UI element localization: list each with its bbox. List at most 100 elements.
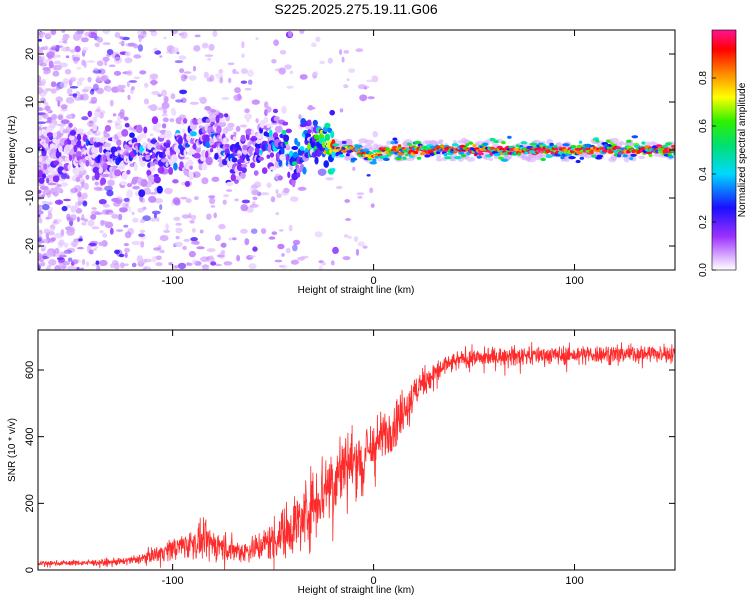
- spectrogram-cell: [46, 251, 55, 257]
- spectrogram-cell: [269, 157, 277, 163]
- spectrogram-cell: [540, 157, 546, 162]
- colorbar-ticks: 0.0 0.2 0.4 0.6 0.8: [698, 71, 716, 277]
- spectrogram-cell: [114, 151, 119, 156]
- spectrogram-cell: [104, 124, 111, 132]
- spectrogram-cell: [70, 214, 77, 221]
- spectrogram-cell: [324, 136, 330, 141]
- spectrogram-cell: [332, 143, 340, 147]
- spectrogram-cell: [42, 189, 51, 196]
- spectrogram-cell: [50, 81, 57, 88]
- spectrogram-cell: [235, 125, 241, 132]
- spectrogram-cell: [436, 154, 442, 159]
- spectrogram-cell: [124, 122, 130, 128]
- spectrogram-cell: [549, 142, 554, 146]
- spectrogram-cell: [161, 113, 168, 117]
- spectrogram-cell: [189, 220, 195, 224]
- spectrogram-cell: [307, 129, 312, 134]
- spectrogram-cell: [281, 105, 287, 114]
- spectrogram-cell: [50, 47, 58, 51]
- spectrogram-cell: [244, 87, 252, 91]
- spectrogram-cell: [48, 259, 57, 266]
- spectrogram-cell: [205, 156, 213, 166]
- colorbar-label: Normalized spectral amplitude: [737, 82, 748, 217]
- spectrogram-cell: [155, 255, 162, 261]
- spectrogram-cell: [69, 187, 76, 195]
- spectrogram-cell: [123, 116, 129, 121]
- spectrogram-cell: [292, 239, 301, 245]
- spectrogram-cell: [104, 185, 113, 192]
- spectrogram-cell: [43, 163, 48, 170]
- spectrogram-cell: [149, 73, 159, 79]
- spectrogram-cell: [128, 126, 133, 131]
- spectrogram-cell: [59, 251, 66, 256]
- spectrogram-cell: [131, 240, 141, 246]
- spectrogram-cell: [68, 135, 75, 141]
- spectrogram-cell: [215, 263, 223, 267]
- spectrogram-cell: [133, 76, 141, 80]
- spectrogram-cell: [671, 144, 675, 149]
- spectrogram-cell: [179, 68, 185, 74]
- spectrogram-cell: [143, 126, 148, 134]
- spectrogram-cell: [63, 198, 71, 202]
- spectrogram-cell: [272, 108, 279, 114]
- spectrogram-cell: [82, 47, 89, 51]
- spectrogram-cell: [339, 154, 345, 158]
- spectrogram-cell: [93, 67, 99, 71]
- spectrogram-cell: [102, 30, 111, 35]
- spectrogram-cell: [139, 159, 146, 167]
- spectrogram-cell: [240, 228, 248, 234]
- spectrogram-cell: [161, 158, 169, 163]
- spectrogram-cell: [150, 217, 157, 222]
- spectrogram-cell: [247, 69, 254, 77]
- spectrogram-cell: [66, 217, 73, 222]
- spectrogram-cell: [94, 42, 100, 48]
- spectrogram-cell: [667, 152, 672, 156]
- spectrogram-cell: [111, 214, 119, 219]
- spectrogram-cell: [211, 144, 217, 149]
- spectrogram-cell: [58, 239, 65, 246]
- spectrogram-cell: [146, 169, 152, 176]
- spectrogram-cell: [92, 116, 98, 124]
- spectrogram-cell: [38, 262, 43, 268]
- spectrogram-cell: [177, 262, 187, 270]
- spectrogram-cell: [48, 46, 58, 54]
- spectrogram-cell: [331, 168, 336, 172]
- spectrogram-cell: [367, 96, 375, 100]
- spectrogram-cell: [135, 125, 143, 134]
- spectrogram-cell: [218, 223, 226, 230]
- spectrogram-cell: [55, 96, 64, 103]
- spectrogram-cell: [203, 71, 209, 79]
- spectrogram-cell: [46, 132, 54, 138]
- spectrogram-cell: [70, 205, 77, 213]
- spectrogram-cell: [221, 97, 230, 100]
- spectrogram-cell: [256, 132, 264, 140]
- spectrogram-cell: [65, 97, 75, 104]
- spectrogram-cell: [121, 129, 129, 137]
- spectrogram-cell: [282, 121, 289, 126]
- spectrogram-cell: [89, 249, 94, 255]
- spectrogram-cell: [245, 128, 253, 136]
- spectrogram-cell: [54, 199, 64, 205]
- spectrogram-cell: [444, 156, 452, 160]
- spectrogram-cell: [69, 86, 79, 89]
- spectrogram-cell: [45, 32, 52, 38]
- spectrogram-cell: [668, 155, 674, 159]
- spectrogram-cell: [372, 158, 377, 162]
- spectrogram-cell: [318, 265, 323, 270]
- spectrogram-cell: [96, 264, 101, 270]
- spectrogram-cell: [76, 66, 82, 70]
- spectrogram-cell: [104, 61, 108, 66]
- spectrogram-cell: [188, 212, 192, 219]
- snr-ticks: -100 0 100 0 200 400 600: [24, 330, 675, 587]
- spectrogram-cell: [241, 53, 245, 58]
- spectrogram-cell: [69, 49, 76, 53]
- spectrogram-cell: [78, 238, 83, 242]
- spectrogram-cell: [236, 254, 241, 262]
- spectrogram-cell: [193, 45, 201, 52]
- spectrogram-cell: [48, 231, 55, 236]
- spectrogram-cell: [347, 235, 352, 239]
- spectrogram-cell: [114, 169, 122, 177]
- spectrogram-cell: [524, 151, 529, 155]
- x-tick-label: 0: [371, 575, 377, 587]
- spectrogram-cell: [45, 250, 55, 258]
